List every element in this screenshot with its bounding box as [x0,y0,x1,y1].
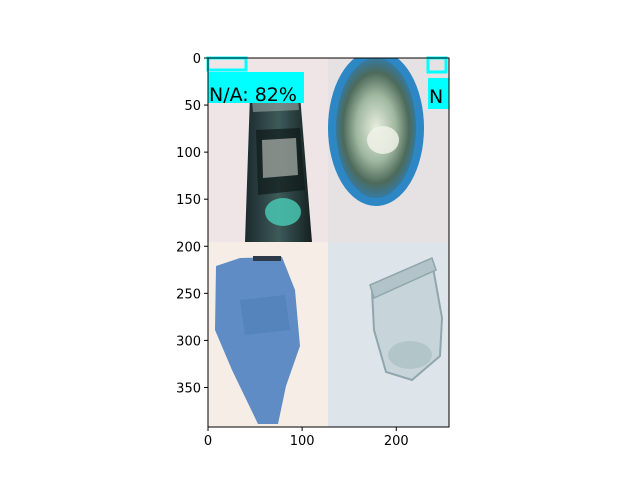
image-cell-jar [328,242,449,427]
y-tick-label: 100 [176,146,201,161]
image-cell-paper [208,242,328,427]
x-tick-label: 200 [384,434,409,449]
y-tick-label: 200 [176,240,201,255]
y-tick-label: 350 [176,381,201,396]
y-tick-label: 250 [176,287,201,302]
y-tick-label: 150 [176,193,201,208]
image-grid [208,58,449,427]
y-tick-label: 50 [184,99,201,114]
detection-box-2: N [426,56,449,109]
detection-label-2: N [429,86,443,108]
y-axis: 0 50 100 150 200 250 300 350 [176,52,208,396]
x-tick-label: 0 [204,434,212,449]
detection-box-1: N/A: 82% [206,56,304,106]
axes-frame [207,57,450,428]
detection-label-1: N/A: 82% [209,84,297,106]
y-tick-label: 0 [193,52,201,67]
x-tick-label: 100 [290,434,315,449]
x-axis: 0 100 200 [204,427,409,449]
y-tick-label: 300 [176,334,201,349]
